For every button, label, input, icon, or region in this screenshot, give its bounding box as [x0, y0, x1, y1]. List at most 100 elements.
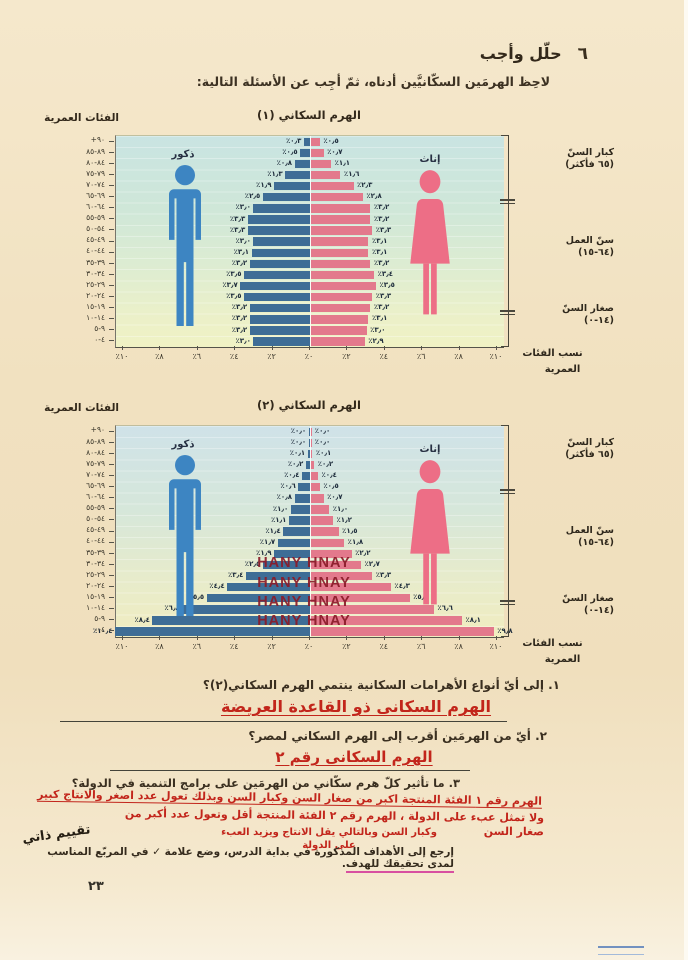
age-tick-label: ٤-٠: [94, 625, 105, 635]
group-bracket-line: [508, 135, 510, 347]
female-bar-value: ٪١٫٦: [343, 170, 360, 179]
age-group-label: سنّ العمل (٦٤-١٥): [565, 525, 614, 549]
bracket-divider: [500, 600, 515, 602]
female-bar: [310, 483, 320, 492]
female-bar: [310, 170, 341, 180]
male-bar-value: ٪١٫٧: [259, 537, 276, 546]
bracket-divider: [500, 310, 515, 312]
female-icon: [403, 459, 457, 609]
male-bar: [247, 226, 310, 235]
pyramid-title: الهرم السكاني (٢): [257, 398, 361, 412]
male-bar-value: ٪٠٫٦: [280, 482, 296, 491]
age-tick-label: ٢٩-٢٥: [86, 279, 105, 289]
x-axis-tick: [122, 346, 123, 350]
female-bar: [310, 616, 462, 625]
age-tick-label: ٢٩-٢٥: [86, 569, 105, 579]
answer-line-1: [60, 721, 507, 722]
age-tick-label: ٧٩-٧٥: [86, 458, 105, 468]
female-bar-value: ٪٣٫٢: [373, 303, 390, 312]
female-bar: [310, 181, 354, 191]
female-bar: [310, 281, 376, 291]
bracket-cap-top: [501, 135, 509, 137]
male-bar: [305, 460, 310, 470]
female-bar: [310, 460, 315, 470]
male-bar: [249, 259, 310, 269]
age-tick-label: ٩-٥: [94, 614, 105, 624]
male-bar-value: ٪٣٫١: [233, 247, 250, 256]
age-tick-mark: [109, 630, 114, 632]
age-tick-label: ٨٤-٨٠: [86, 447, 105, 457]
male-bar: [288, 516, 310, 525]
x-axis-tick: [234, 346, 236, 350]
question-2: ٢. أيّ من الهرمَين أقرب إلى الهرم السكان…: [248, 729, 547, 743]
age-tick-label: ٧٤-٧٠: [86, 179, 105, 189]
age-tick-label: ٣٤-٣٠: [86, 268, 105, 278]
female-bar-value: ٪٣٫٢: [373, 214, 390, 223]
male-bar-value: ٪٣٫٢: [231, 314, 248, 323]
age-tick-label: ٤٤-٤٠: [86, 536, 105, 546]
female-bar-value: ٪١٫٨: [347, 537, 364, 546]
answer-3-line-3: وكبار السن وبالتالي يقل الانتاج ويزيد ال…: [221, 827, 437, 851]
x-axis-tick-label: ٪١٠: [489, 352, 503, 361]
x-axis-title-line1: نسب الفئات: [522, 638, 583, 649]
age-axis-title: الفئات العمرية: [44, 112, 119, 124]
x-axis-tick-label: ٪٠: [304, 642, 314, 651]
female-bar: [310, 337, 365, 346]
male-bar-value: ٪٠٫٨: [276, 493, 293, 502]
age-tick-mark: [109, 284, 114, 286]
male-bar: [249, 326, 310, 335]
bracket-divider: [500, 202, 515, 205]
female-bar: [310, 248, 369, 257]
x-axis-tick: [309, 346, 310, 350]
age-group-label: صغار السنّ (١٤-٠): [562, 593, 614, 617]
male-bar-value: ٪١٫١: [270, 515, 287, 524]
age-tick-label: ٩-٥: [94, 324, 105, 334]
age-tick-mark: [109, 151, 114, 153]
x-axis-tick: [383, 346, 385, 350]
age-group-label: كبار السنّ (٦٥ فأكثر): [565, 437, 614, 461]
male-bar: [251, 248, 310, 257]
male-bar-value: ٪١٫٠: [272, 504, 289, 513]
male-bar-value: ٪٣٫٧: [222, 281, 238, 290]
male-bar: [307, 449, 310, 459]
female-bar: [310, 605, 434, 614]
x-axis-tick-label: ٪٤: [379, 642, 389, 651]
male-bar: [244, 292, 310, 302]
x-axis-tick: [346, 346, 348, 350]
female-bar-value: ٪٨٫١: [465, 615, 481, 624]
x-axis-title-line2: العمرية: [544, 364, 581, 375]
male-bar: [182, 605, 310, 614]
x-axis-tick-label: ٪١٠: [115, 352, 129, 361]
age-tick-mark: [109, 563, 114, 565]
age-tick-mark: [109, 586, 114, 588]
male-bar-value: ٪٣٫٢: [231, 325, 248, 334]
female-bar: [310, 549, 352, 559]
age-tick-label: ٥٩-٥٥: [86, 503, 105, 513]
age-tick-mark: [109, 229, 114, 231]
male-bar-value: ٪٣٫٣: [229, 214, 246, 223]
female-bar-value: ٪١٫٢: [336, 515, 352, 524]
male-bar: [277, 538, 310, 547]
female-bar-value: ٪١٫٥: [342, 526, 358, 535]
female-bar: [310, 326, 367, 335]
male-bar-value: ٪٣٫٢: [231, 258, 248, 267]
x-axis-tick: [458, 636, 460, 640]
female-bar: [310, 315, 369, 324]
female-bar: [310, 471, 318, 481]
x-axis-tick: [421, 636, 423, 640]
x-axis-tick: [271, 346, 273, 350]
x-axis-tick: [196, 636, 198, 640]
pyramid-title: الهرم السكاني (١): [257, 108, 361, 122]
female-bar-value: ٪٠٫٧: [327, 493, 343, 502]
question-1: ١. إلى أيّ أنواع الأهرامات السكانية ينتم…: [202, 678, 560, 692]
closing-period: .: [341, 858, 346, 870]
male-bar: [240, 281, 310, 291]
male-bar: [283, 527, 310, 536]
group-bracket-line: [508, 425, 510, 637]
bracket-divider: [500, 313, 515, 316]
male-bar: [294, 159, 310, 169]
female-icon: [403, 169, 457, 319]
x-axis-tick-label: ٪٢: [342, 352, 351, 361]
x-axis-tick-label: ٪٤: [229, 642, 239, 651]
male-bar: [115, 627, 310, 636]
